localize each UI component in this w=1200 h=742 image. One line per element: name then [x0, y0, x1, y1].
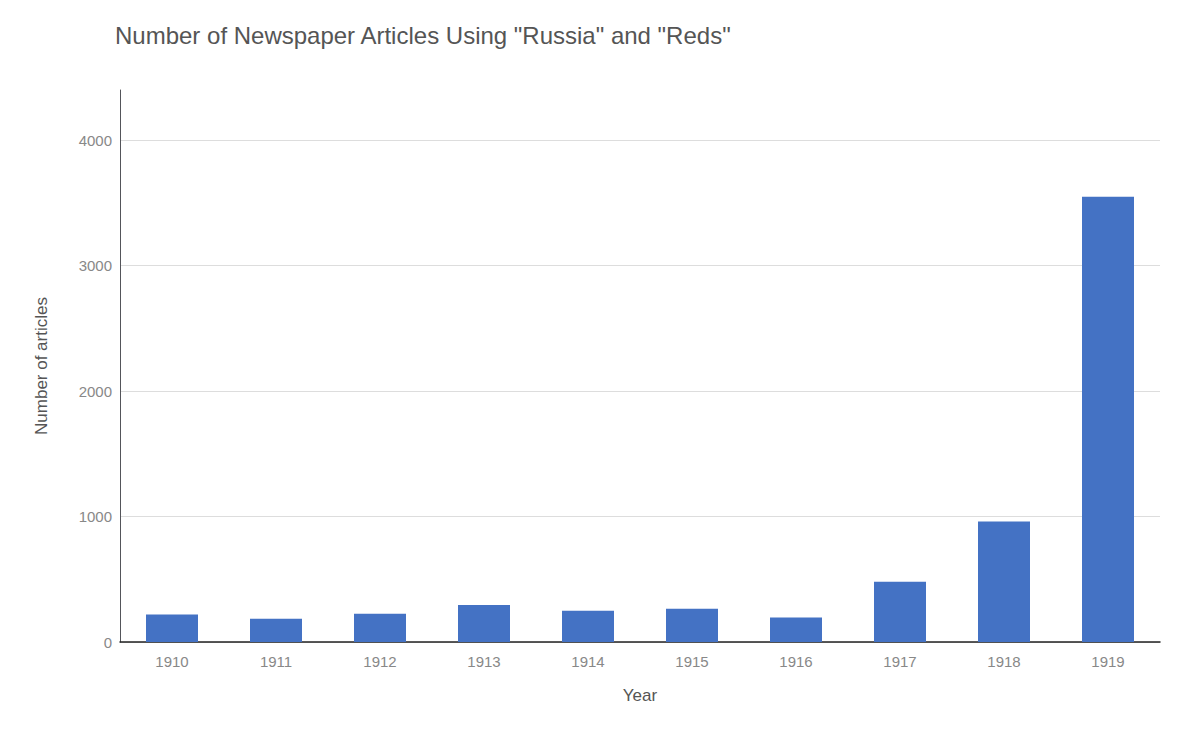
svg-text:Number of articles: Number of articles	[32, 297, 51, 435]
svg-text:1911: 1911	[260, 653, 292, 670]
svg-text:1919: 1919	[1091, 653, 1124, 670]
svg-text:2000: 2000	[79, 383, 112, 400]
svg-text:1918: 1918	[987, 653, 1020, 670]
svg-text:Number of Newspaper Articles U: Number of Newspaper Articles Using "Russ…	[115, 22, 731, 49]
svg-text:4000: 4000	[79, 132, 112, 149]
svg-text:1915: 1915	[675, 653, 708, 670]
svg-text:0: 0	[104, 634, 112, 651]
svg-text:1910: 1910	[155, 653, 188, 670]
svg-text:1912: 1912	[363, 653, 396, 670]
svg-text:1914: 1914	[571, 653, 604, 670]
svg-text:1916: 1916	[779, 653, 812, 670]
svg-text:3000: 3000	[79, 257, 112, 274]
svg-text:1000: 1000	[79, 508, 112, 525]
svg-text:1917: 1917	[883, 653, 916, 670]
svg-text:Year: Year	[623, 686, 658, 705]
svg-text:1913: 1913	[467, 653, 500, 670]
